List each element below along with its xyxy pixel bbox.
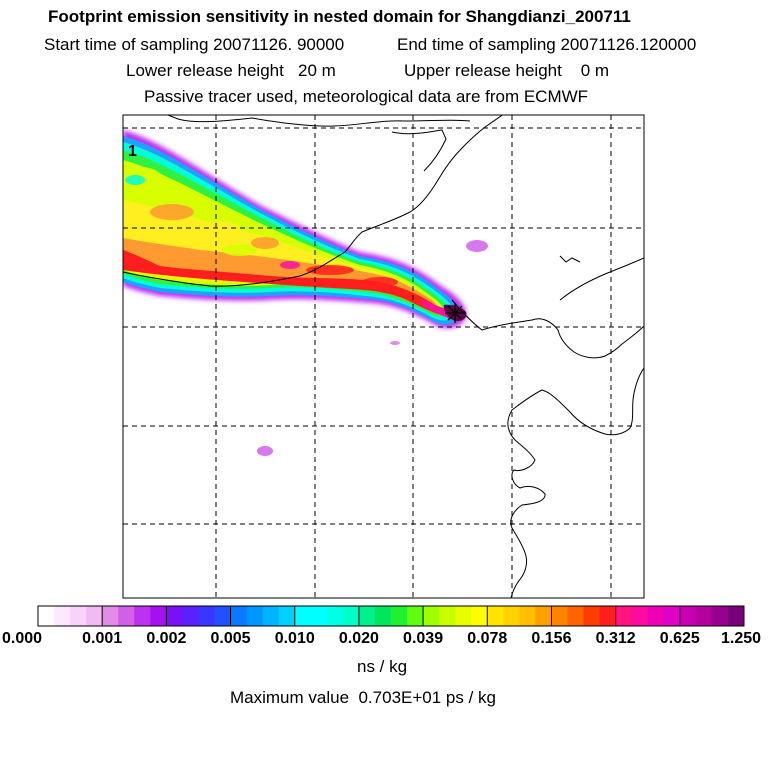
colorbar-swatch xyxy=(374,606,392,626)
colorbar-swatch xyxy=(391,606,408,626)
footprint-patch xyxy=(257,446,273,456)
colorbar-swatch xyxy=(230,606,247,626)
colorbar-swatch xyxy=(567,606,584,626)
colorbar-swatch xyxy=(663,606,681,626)
colorbar-swatch xyxy=(615,606,633,626)
colorbar-swatch xyxy=(727,606,745,626)
plume-contour xyxy=(123,238,439,311)
colorbar-swatch xyxy=(150,606,167,626)
colorbar-swatch xyxy=(38,606,55,626)
colorbar-swatch xyxy=(647,606,665,626)
plume-patch xyxy=(150,204,194,220)
colorbar-swatch xyxy=(599,606,617,626)
colorbar-swatch xyxy=(423,606,440,626)
colorbar-tick-label: 0.039 xyxy=(403,630,444,647)
receptor-marker xyxy=(445,303,465,323)
coastline xyxy=(123,115,644,598)
colorbar-tick-label: 0.312 xyxy=(595,630,636,647)
colorbar-swatch xyxy=(310,606,328,626)
colorbar-swatch xyxy=(278,606,296,626)
plume-patch xyxy=(222,244,258,256)
colorbar-swatch xyxy=(695,606,713,626)
colorbar-swatch xyxy=(455,606,472,626)
colorbar-swatch xyxy=(487,606,504,626)
colorbar-tick-label: 0.001 xyxy=(82,630,123,647)
colorbar-unit: ns / kg xyxy=(357,657,408,676)
lower-release-height: Lower release height 20 m xyxy=(126,61,336,80)
colorbar-swatch xyxy=(182,606,199,626)
plume-patch xyxy=(125,175,145,185)
colorbar-swatch xyxy=(294,606,312,626)
colorbar-swatch xyxy=(134,606,151,626)
colorbar-swatch xyxy=(70,606,87,626)
colorbar-swatch xyxy=(535,606,552,626)
colorbar-swatch xyxy=(407,606,424,626)
plume-patch xyxy=(200,221,240,239)
colorbar-swatch xyxy=(214,606,231,626)
graticule xyxy=(123,115,644,598)
plume-patch xyxy=(362,277,398,287)
colorbar-swatch xyxy=(503,606,520,626)
maximum-value: Maximum value 0.703E+01 ps / kg xyxy=(230,688,496,707)
colorbar-swatch xyxy=(102,606,119,626)
sampling-end: End time of sampling 20071126.120000 xyxy=(397,35,697,54)
colorbar-tick-label: 0.020 xyxy=(338,630,379,647)
colorbar-swatch xyxy=(439,606,456,626)
colorbar-tick-label: 0.156 xyxy=(531,630,572,647)
footprint-patch xyxy=(466,240,488,252)
colorbar-swatch xyxy=(54,606,71,626)
upper-release-height: Upper release height 0 m xyxy=(404,61,610,80)
colorbar-tick-label: 0.005 xyxy=(210,630,251,647)
colorbar-frame xyxy=(37,605,745,627)
tracer-note: Passive tracer used, meteorological data… xyxy=(144,87,589,106)
colorbar-tick-label: 0.078 xyxy=(467,630,508,647)
panel-number: 1 xyxy=(128,143,137,160)
colorbar-tick-label: 0.010 xyxy=(274,630,315,647)
colorbar-swatch xyxy=(118,606,135,626)
colorbar-swatch xyxy=(166,606,183,626)
plume-contour xyxy=(123,250,441,314)
colorbar-swatch xyxy=(246,606,264,626)
map-frame xyxy=(122,114,645,599)
sampling-start: Start time of sampling 20071126. 90000 xyxy=(44,35,345,54)
colorbar-swatch xyxy=(711,606,729,626)
colorbar-swatch xyxy=(519,606,536,626)
colorbar-swatch xyxy=(358,606,376,626)
colorbar-swatch xyxy=(326,606,344,626)
colorbar-swatch xyxy=(631,606,649,626)
colorbar-swatch xyxy=(86,606,103,626)
colorbar-swatch xyxy=(342,606,360,626)
plume-patch xyxy=(280,261,300,269)
colorbar-swatch xyxy=(583,606,600,626)
plume-patch xyxy=(390,341,400,345)
colorbar-swatch xyxy=(679,606,697,626)
colorbar-swatch xyxy=(471,606,488,626)
colorbar xyxy=(37,605,745,627)
figure-title: Footprint emission sensitivity in nested… xyxy=(48,7,631,26)
colorbar-tick-label: 1.250 xyxy=(720,630,762,647)
colorbar-tick-label: 0.625 xyxy=(659,630,700,647)
colorbar-swatch xyxy=(551,606,568,626)
colorbar-tick-label: 0.002 xyxy=(146,630,187,647)
colorbar-tick-label: 0.000 xyxy=(1,630,43,647)
plume-patch xyxy=(251,237,279,249)
plume-layer xyxy=(123,130,488,456)
colorbar-swatch xyxy=(262,606,280,626)
colorbar-swatch xyxy=(198,606,215,626)
